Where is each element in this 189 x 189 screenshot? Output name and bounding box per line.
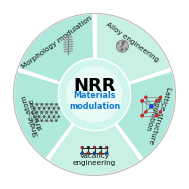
- Circle shape: [125, 48, 127, 50]
- Circle shape: [33, 116, 35, 118]
- Text: Vacancy
engineering: Vacancy engineering: [73, 153, 116, 166]
- Wedge shape: [116, 71, 176, 159]
- Circle shape: [120, 49, 122, 51]
- Text: NRR: NRR: [73, 77, 116, 95]
- Circle shape: [120, 45, 122, 48]
- Circle shape: [159, 96, 162, 98]
- Text: Morphology modulation: Morphology modulation: [20, 15, 93, 70]
- Circle shape: [62, 38, 63, 39]
- Circle shape: [46, 112, 47, 113]
- Circle shape: [53, 116, 55, 118]
- Circle shape: [58, 116, 60, 118]
- Text: Materials
modulation: Materials modulation: [69, 91, 120, 111]
- Circle shape: [69, 51, 70, 52]
- Circle shape: [43, 108, 45, 109]
- Circle shape: [159, 111, 162, 113]
- Circle shape: [122, 41, 124, 43]
- Circle shape: [121, 48, 123, 50]
- Circle shape: [69, 53, 70, 54]
- Circle shape: [71, 43, 72, 44]
- Circle shape: [93, 146, 96, 149]
- Circle shape: [48, 108, 50, 109]
- Circle shape: [117, 42, 120, 45]
- Circle shape: [105, 152, 108, 154]
- Circle shape: [56, 103, 57, 105]
- Wedge shape: [48, 124, 141, 176]
- Circle shape: [36, 103, 38, 105]
- Circle shape: [59, 59, 130, 130]
- Circle shape: [140, 114, 144, 117]
- Circle shape: [81, 152, 84, 154]
- Circle shape: [62, 36, 63, 37]
- Circle shape: [99, 146, 102, 149]
- Circle shape: [87, 146, 90, 149]
- Circle shape: [145, 111, 147, 113]
- Circle shape: [121, 43, 124, 45]
- Circle shape: [65, 52, 66, 53]
- Circle shape: [122, 41, 124, 43]
- Circle shape: [155, 99, 159, 102]
- Circle shape: [41, 120, 43, 122]
- Circle shape: [56, 112, 57, 113]
- Circle shape: [99, 152, 102, 154]
- Circle shape: [145, 96, 147, 98]
- Circle shape: [65, 44, 66, 45]
- Circle shape: [31, 120, 33, 122]
- Circle shape: [87, 152, 90, 154]
- Circle shape: [69, 51, 70, 52]
- Circle shape: [81, 146, 84, 149]
- Circle shape: [36, 120, 38, 122]
- Circle shape: [40, 111, 43, 114]
- Circle shape: [70, 46, 71, 47]
- Circle shape: [51, 112, 52, 113]
- Wedge shape: [13, 71, 73, 159]
- Wedge shape: [18, 13, 94, 83]
- Circle shape: [58, 108, 60, 109]
- Circle shape: [123, 40, 126, 43]
- Circle shape: [155, 114, 159, 117]
- Circle shape: [53, 108, 55, 109]
- Circle shape: [72, 50, 73, 51]
- Circle shape: [69, 41, 70, 42]
- Circle shape: [38, 116, 40, 118]
- Text: Single-atom
structure: Single-atom structure: [20, 92, 46, 137]
- Circle shape: [140, 99, 144, 102]
- Circle shape: [65, 47, 66, 48]
- Circle shape: [105, 146, 108, 149]
- Circle shape: [121, 43, 124, 46]
- Circle shape: [48, 116, 50, 118]
- Text: Lattice structure
regulation: Lattice structure regulation: [141, 84, 171, 145]
- Circle shape: [93, 152, 96, 154]
- Circle shape: [31, 103, 33, 105]
- Circle shape: [66, 66, 123, 123]
- Circle shape: [46, 103, 47, 105]
- Circle shape: [33, 108, 35, 109]
- Circle shape: [46, 120, 47, 122]
- Circle shape: [51, 103, 52, 105]
- Circle shape: [43, 116, 45, 118]
- Circle shape: [31, 112, 33, 113]
- Circle shape: [149, 105, 153, 108]
- Circle shape: [51, 120, 52, 122]
- Circle shape: [41, 103, 43, 105]
- Circle shape: [119, 43, 122, 46]
- Circle shape: [121, 49, 123, 51]
- Circle shape: [38, 108, 40, 109]
- Text: Alloy engineering: Alloy engineering: [105, 21, 160, 63]
- Circle shape: [36, 112, 38, 113]
- Circle shape: [56, 120, 57, 122]
- Circle shape: [116, 40, 129, 52]
- Wedge shape: [95, 13, 171, 83]
